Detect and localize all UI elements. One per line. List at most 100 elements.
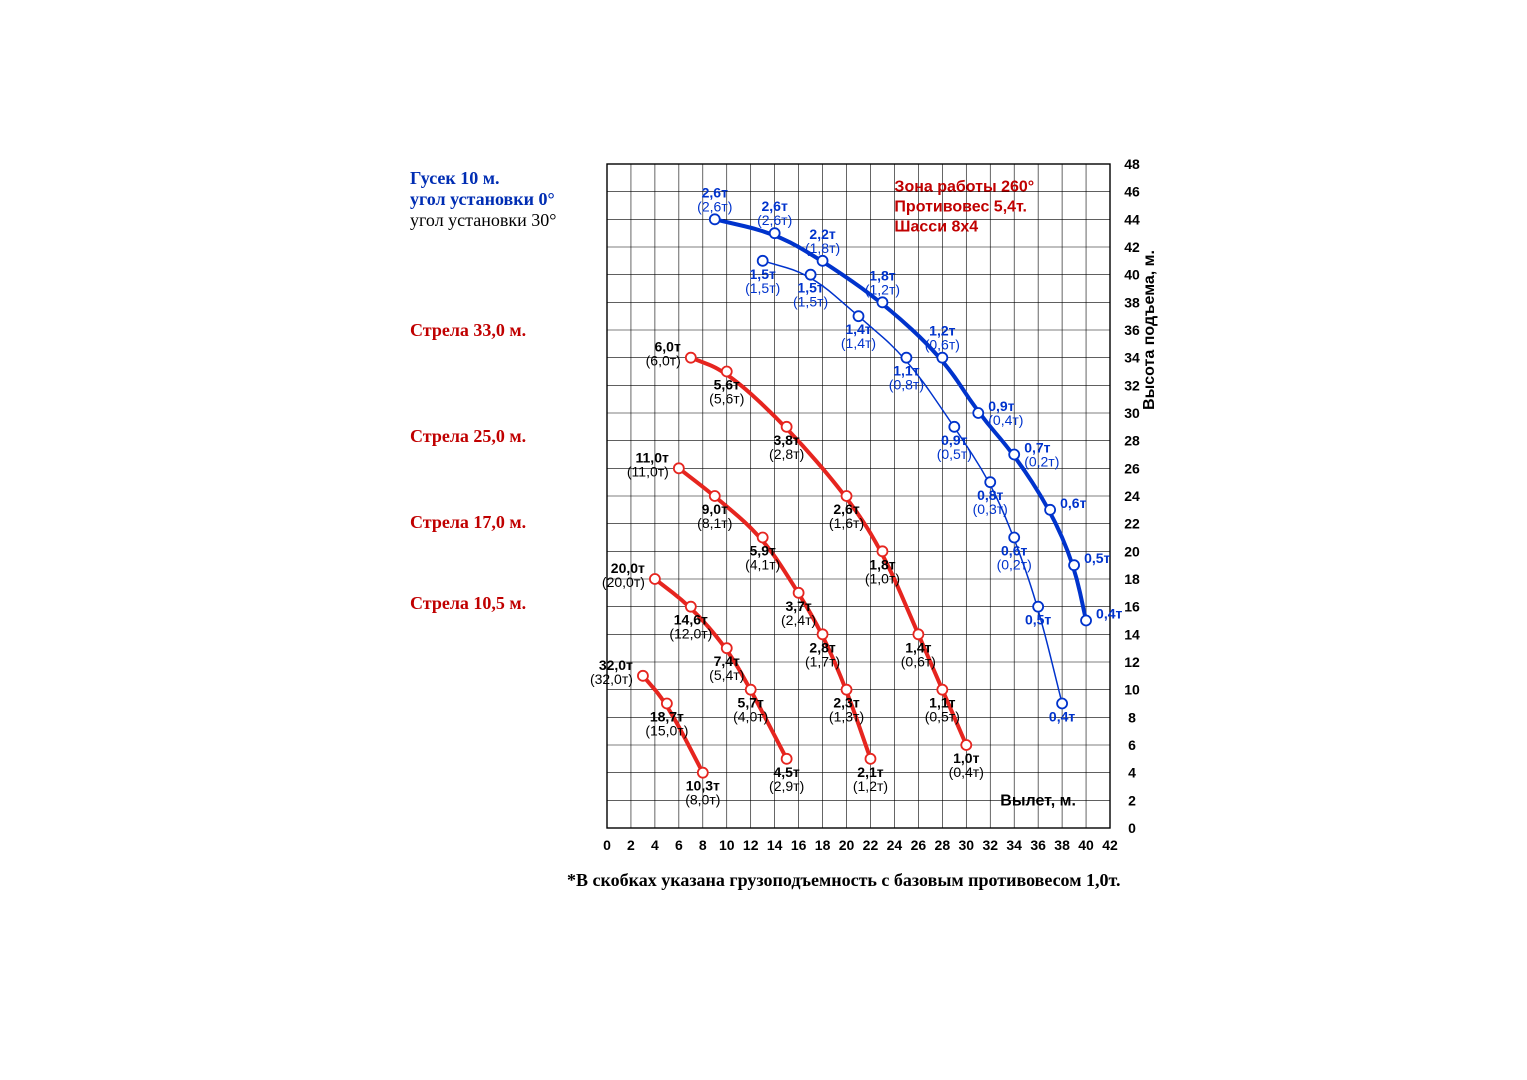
sublabel-boom-33-2: (2,8т)	[769, 446, 804, 462]
point-jib-0deg-8	[1069, 560, 1079, 570]
sublabel-boom-25-3: (2,4т)	[781, 612, 816, 628]
point-boom-17-1	[686, 602, 696, 612]
point-jib-30deg-7	[1033, 602, 1043, 612]
point-boom-10.5-1	[662, 699, 672, 709]
svg-text:34: 34	[1006, 837, 1022, 853]
point-boom-33-7	[961, 740, 971, 750]
svg-text:4: 4	[651, 837, 659, 853]
svg-text:8: 8	[1128, 709, 1136, 725]
point-boom-25-0	[674, 463, 684, 473]
svg-text:38: 38	[1124, 294, 1140, 310]
svg-text:26: 26	[911, 837, 927, 853]
svg-text:0: 0	[603, 837, 611, 853]
left-label-2: Стрела 25,0 м.	[410, 426, 526, 447]
sublabel-boom-17-0: (20,0т)	[602, 574, 645, 590]
point-jib-0deg-6	[1009, 450, 1019, 460]
point-boom-33-2	[782, 422, 792, 432]
svg-text:16: 16	[791, 837, 807, 853]
svg-text:0: 0	[1128, 820, 1136, 836]
x-axis-label: Вылет, м.	[1000, 792, 1076, 809]
sublabel-jib-30deg-6: (0,2т)	[997, 557, 1032, 573]
point-jib-0deg-3	[877, 297, 887, 307]
point-jib-0deg-4	[937, 353, 947, 363]
point-jib-0deg-0	[710, 214, 720, 224]
sublabel-jib-0deg-3: (1,2т)	[865, 281, 900, 297]
sublabel-jib-30deg-4: (0,5т)	[937, 446, 972, 462]
svg-text:28: 28	[935, 837, 951, 853]
sublabel-boom-25-4: (1,7т)	[805, 653, 840, 669]
svg-text:42: 42	[1102, 837, 1118, 853]
footnote: *В скобках указана грузоподъемность с ба…	[567, 870, 1120, 891]
label-jib-0deg-8: 0,5т	[1084, 550, 1110, 566]
svg-text:26: 26	[1124, 460, 1140, 476]
svg-text:36: 36	[1030, 837, 1046, 853]
svg-text:48: 48	[1124, 156, 1140, 172]
svg-text:30: 30	[958, 837, 974, 853]
point-boom-25-1	[710, 491, 720, 501]
point-jib-0deg-1	[770, 228, 780, 238]
point-boom-25-6	[865, 754, 875, 764]
label-jib-30deg-8: 0,4т	[1049, 709, 1075, 725]
sublabel-boom-25-6: (1,2т)	[853, 778, 888, 794]
point-jib-30deg-5	[985, 477, 995, 487]
svg-text:2: 2	[627, 837, 635, 853]
info-line-0: Зона работы 260°	[894, 179, 1034, 196]
sublabel-boom-25-5: (1,3т)	[829, 709, 864, 725]
svg-text:2: 2	[1128, 792, 1136, 808]
point-boom-10.5-2	[698, 768, 708, 778]
point-jib-30deg-4	[949, 422, 959, 432]
svg-text:10: 10	[719, 837, 735, 853]
svg-text:38: 38	[1054, 837, 1070, 853]
svg-text:22: 22	[1124, 516, 1140, 532]
point-boom-33-4	[877, 546, 887, 556]
sublabel-jib-0deg-1: (2,6т)	[757, 212, 792, 228]
y-axis-label: Высота подъема, м.	[1141, 250, 1158, 410]
sublabel-boom-33-5: (0,6т)	[901, 653, 936, 669]
svg-text:22: 22	[863, 837, 879, 853]
point-jib-30deg-8	[1057, 699, 1067, 709]
point-boom-17-4	[782, 754, 792, 764]
left-label-0: Гусек 10 м.угол установки 0°угол установ…	[410, 168, 556, 231]
svg-text:24: 24	[1124, 488, 1140, 504]
point-boom-33-6	[937, 685, 947, 695]
svg-text:42: 42	[1124, 239, 1140, 255]
point-boom-25-3	[794, 588, 804, 598]
point-jib-0deg-9	[1081, 616, 1091, 626]
sublabel-boom-17-1: (12,0т)	[669, 626, 712, 642]
sublabel-boom-33-4: (1,0т)	[865, 570, 900, 586]
sublabel-jib-30deg-1: (1,5т)	[793, 294, 828, 310]
label-jib-30deg-7: 0,5т	[1025, 612, 1051, 628]
point-boom-17-0	[650, 574, 660, 584]
point-jib-0deg-2	[818, 256, 828, 266]
sublabel-jib-0deg-2: (1,8т)	[805, 240, 840, 256]
svg-text:36: 36	[1124, 322, 1140, 338]
sublabel-boom-33-3: (1,6т)	[829, 515, 864, 531]
svg-text:8: 8	[699, 837, 707, 853]
svg-text:28: 28	[1124, 433, 1140, 449]
sublabel-boom-33-0: (6,0т)	[646, 353, 681, 369]
point-jib-0deg-5	[973, 408, 983, 418]
left-label-3: Стрела 17,0 м.	[410, 512, 526, 533]
point-jib-30deg-2	[854, 311, 864, 321]
svg-text:20: 20	[1124, 543, 1140, 559]
sublabel-jib-0deg-0: (2,6т)	[697, 198, 732, 214]
sublabel-jib-30deg-2: (1,4т)	[841, 335, 876, 351]
svg-text:12: 12	[743, 837, 759, 853]
svg-text:24: 24	[887, 837, 903, 853]
point-jib-0deg-7	[1045, 505, 1055, 515]
point-boom-25-2	[758, 533, 768, 543]
point-boom-10.5-0	[638, 671, 648, 681]
sublabel-jib-30deg-5: (0,3т)	[973, 501, 1008, 517]
svg-text:40: 40	[1078, 837, 1094, 853]
point-boom-17-3	[746, 685, 756, 695]
sublabel-boom-33-1: (5,6т)	[709, 391, 744, 407]
label-jib-0deg-9: 0,4т	[1096, 606, 1122, 622]
sublabel-boom-33-7: (0,4т)	[949, 764, 984, 780]
curve-jib-30deg	[763, 261, 1062, 704]
sublabel-jib-0deg-5: (0,4т)	[988, 412, 1023, 428]
point-boom-25-5	[842, 685, 852, 695]
svg-text:32: 32	[982, 837, 998, 853]
svg-text:4: 4	[1128, 765, 1136, 781]
left-label-4: Стрела 10,5 м.	[410, 593, 526, 614]
svg-text:14: 14	[1124, 626, 1140, 642]
